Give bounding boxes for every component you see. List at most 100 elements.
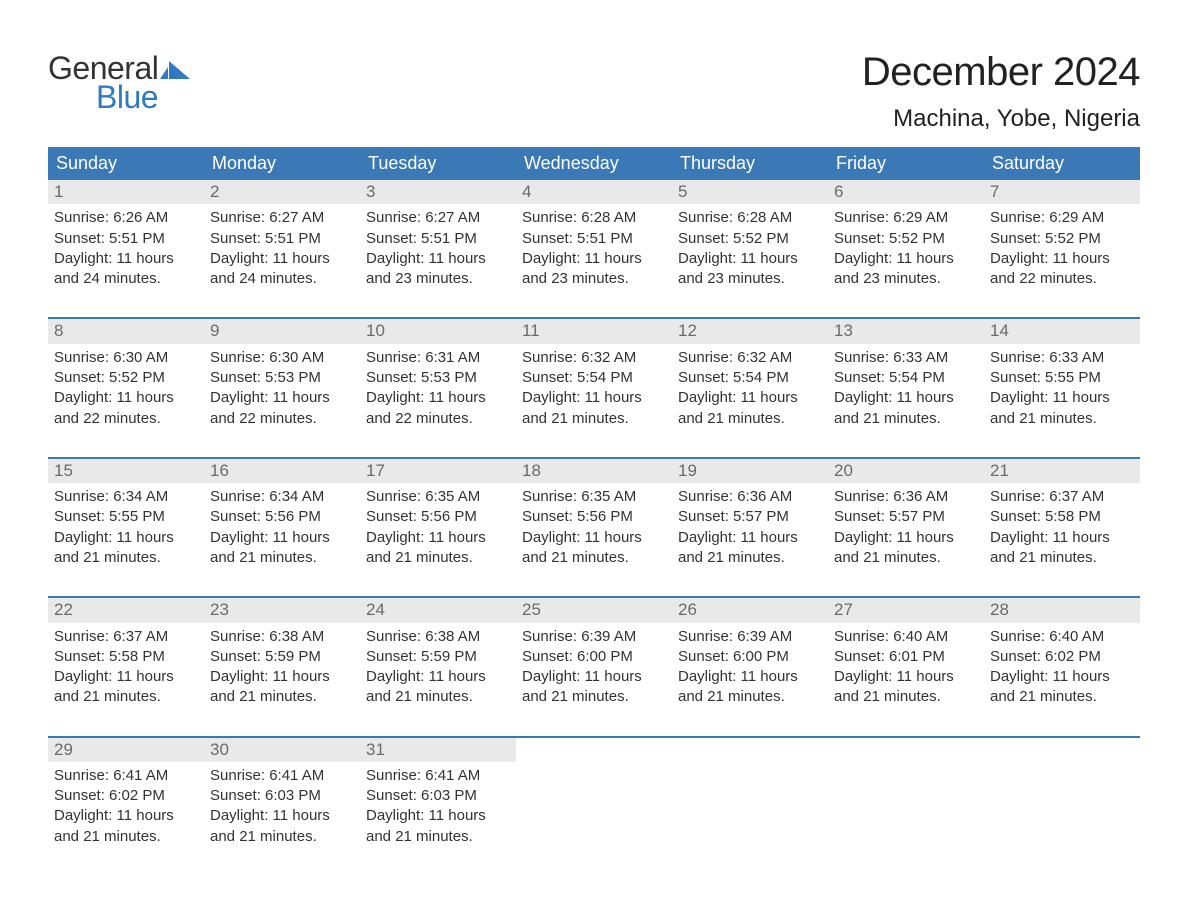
day-header-sunday: Sunday [48, 147, 204, 180]
sunrise-line: Sunrise: 6:27 AM [366, 208, 510, 228]
daylight-line: Daylight: 11 hours and 21 minutes. [54, 667, 198, 708]
sunrise-line: Sunrise: 6:31 AM [366, 348, 510, 368]
day-cell [516, 738, 672, 851]
sunset-line: Sunset: 5:54 PM [678, 368, 822, 388]
day-header-row: Sunday Monday Tuesday Wednesday Thursday… [48, 147, 1140, 180]
day-number: 22 [48, 598, 204, 622]
daylight-line: Daylight: 11 hours and 21 minutes. [54, 806, 198, 847]
daylight-line: Daylight: 11 hours and 21 minutes. [522, 667, 666, 708]
sunrise-line: Sunrise: 6:41 AM [54, 766, 198, 786]
week-row: 29Sunrise: 6:41 AMSunset: 6:02 PMDayligh… [48, 736, 1140, 851]
sunrise-line: Sunrise: 6:38 AM [366, 627, 510, 647]
day-cell: 25Sunrise: 6:39 AMSunset: 6:00 PMDayligh… [516, 598, 672, 711]
sunset-line: Sunset: 5:53 PM [366, 368, 510, 388]
day-number: 17 [360, 459, 516, 483]
day-number-empty [984, 738, 1140, 762]
sunset-line: Sunset: 5:54 PM [834, 368, 978, 388]
day-cell: 14Sunrise: 6:33 AMSunset: 5:55 PMDayligh… [984, 319, 1140, 432]
day-cell: 28Sunrise: 6:40 AMSunset: 6:02 PMDayligh… [984, 598, 1140, 711]
daylight-line: Daylight: 11 hours and 21 minutes. [210, 528, 354, 569]
sunrise-line: Sunrise: 6:34 AM [210, 487, 354, 507]
sunrise-line: Sunrise: 6:27 AM [210, 208, 354, 228]
day-cell: 18Sunrise: 6:35 AMSunset: 5:56 PMDayligh… [516, 459, 672, 572]
day-body: Sunrise: 6:27 AMSunset: 5:51 PMDaylight:… [360, 204, 516, 293]
day-cell [828, 738, 984, 851]
sunrise-line: Sunrise: 6:32 AM [678, 348, 822, 368]
day-number: 20 [828, 459, 984, 483]
sunrise-line: Sunrise: 6:41 AM [366, 766, 510, 786]
day-number: 11 [516, 319, 672, 343]
day-body: Sunrise: 6:35 AMSunset: 5:56 PMDaylight:… [360, 483, 516, 572]
sunset-line: Sunset: 6:02 PM [990, 647, 1134, 667]
day-number: 26 [672, 598, 828, 622]
daylight-line: Daylight: 11 hours and 21 minutes. [366, 528, 510, 569]
day-header-monday: Monday [204, 147, 360, 180]
sunset-line: Sunset: 5:52 PM [54, 368, 198, 388]
day-cell: 16Sunrise: 6:34 AMSunset: 5:56 PMDayligh… [204, 459, 360, 572]
sunset-line: Sunset: 5:59 PM [210, 647, 354, 667]
day-cell: 11Sunrise: 6:32 AMSunset: 5:54 PMDayligh… [516, 319, 672, 432]
week-row: 15Sunrise: 6:34 AMSunset: 5:55 PMDayligh… [48, 457, 1140, 572]
day-body: Sunrise: 6:39 AMSunset: 6:00 PMDaylight:… [516, 623, 672, 712]
day-cell: 26Sunrise: 6:39 AMSunset: 6:00 PMDayligh… [672, 598, 828, 711]
day-number-empty [828, 738, 984, 762]
day-number: 21 [984, 459, 1140, 483]
day-body: Sunrise: 6:29 AMSunset: 5:52 PMDaylight:… [984, 204, 1140, 293]
sunset-line: Sunset: 5:56 PM [366, 507, 510, 527]
daylight-line: Daylight: 11 hours and 22 minutes. [366, 388, 510, 429]
day-number: 31 [360, 738, 516, 762]
sunrise-line: Sunrise: 6:41 AM [210, 766, 354, 786]
day-body: Sunrise: 6:41 AMSunset: 6:02 PMDaylight:… [48, 762, 204, 851]
sunset-line: Sunset: 5:52 PM [990, 229, 1134, 249]
day-number: 8 [48, 319, 204, 343]
sunrise-line: Sunrise: 6:37 AM [54, 627, 198, 647]
day-number: 15 [48, 459, 204, 483]
sunrise-line: Sunrise: 6:40 AM [990, 627, 1134, 647]
day-cell: 7Sunrise: 6:29 AMSunset: 5:52 PMDaylight… [984, 180, 1140, 293]
daylight-line: Daylight: 11 hours and 21 minutes. [990, 528, 1134, 569]
logo-text-blue: Blue [96, 79, 190, 116]
day-number: 6 [828, 180, 984, 204]
sunset-line: Sunset: 6:00 PM [522, 647, 666, 667]
title-block: December 2024 Machina, Yobe, Nigeria [862, 50, 1140, 133]
day-number: 13 [828, 319, 984, 343]
day-number: 1 [48, 180, 204, 204]
sunset-line: Sunset: 5:51 PM [522, 229, 666, 249]
sunset-line: Sunset: 5:58 PM [54, 647, 198, 667]
day-cell: 30Sunrise: 6:41 AMSunset: 6:03 PMDayligh… [204, 738, 360, 851]
sunset-line: Sunset: 5:57 PM [678, 507, 822, 527]
week-row: 22Sunrise: 6:37 AMSunset: 5:58 PMDayligh… [48, 596, 1140, 711]
sunrise-line: Sunrise: 6:34 AM [54, 487, 198, 507]
day-body: Sunrise: 6:31 AMSunset: 5:53 PMDaylight:… [360, 344, 516, 433]
sunset-line: Sunset: 5:53 PM [210, 368, 354, 388]
day-body: Sunrise: 6:34 AMSunset: 5:56 PMDaylight:… [204, 483, 360, 572]
calendar: Sunday Monday Tuesday Wednesday Thursday… [48, 147, 1140, 851]
sunset-line: Sunset: 5:58 PM [990, 507, 1134, 527]
sunset-line: Sunset: 5:56 PM [210, 507, 354, 527]
daylight-line: Daylight: 11 hours and 24 minutes. [54, 249, 198, 290]
day-number: 10 [360, 319, 516, 343]
day-body: Sunrise: 6:40 AMSunset: 6:02 PMDaylight:… [984, 623, 1140, 712]
sunset-line: Sunset: 5:52 PM [834, 229, 978, 249]
day-number-empty [672, 738, 828, 762]
day-number: 18 [516, 459, 672, 483]
day-cell: 17Sunrise: 6:35 AMSunset: 5:56 PMDayligh… [360, 459, 516, 572]
sunset-line: Sunset: 5:52 PM [678, 229, 822, 249]
day-cell: 1Sunrise: 6:26 AMSunset: 5:51 PMDaylight… [48, 180, 204, 293]
daylight-line: Daylight: 11 hours and 21 minutes. [678, 667, 822, 708]
daylight-line: Daylight: 11 hours and 21 minutes. [54, 528, 198, 569]
day-number: 12 [672, 319, 828, 343]
day-header-wednesday: Wednesday [516, 147, 672, 180]
sunset-line: Sunset: 6:00 PM [678, 647, 822, 667]
day-cell: 27Sunrise: 6:40 AMSunset: 6:01 PMDayligh… [828, 598, 984, 711]
sunrise-line: Sunrise: 6:36 AM [834, 487, 978, 507]
day-body: Sunrise: 6:38 AMSunset: 5:59 PMDaylight:… [360, 623, 516, 712]
daylight-line: Daylight: 11 hours and 22 minutes. [990, 249, 1134, 290]
sunset-line: Sunset: 5:56 PM [522, 507, 666, 527]
daylight-line: Daylight: 11 hours and 22 minutes. [210, 388, 354, 429]
day-number-empty [516, 738, 672, 762]
day-cell: 15Sunrise: 6:34 AMSunset: 5:55 PMDayligh… [48, 459, 204, 572]
day-number: 30 [204, 738, 360, 762]
daylight-line: Daylight: 11 hours and 23 minutes. [678, 249, 822, 290]
sunset-line: Sunset: 5:59 PM [366, 647, 510, 667]
